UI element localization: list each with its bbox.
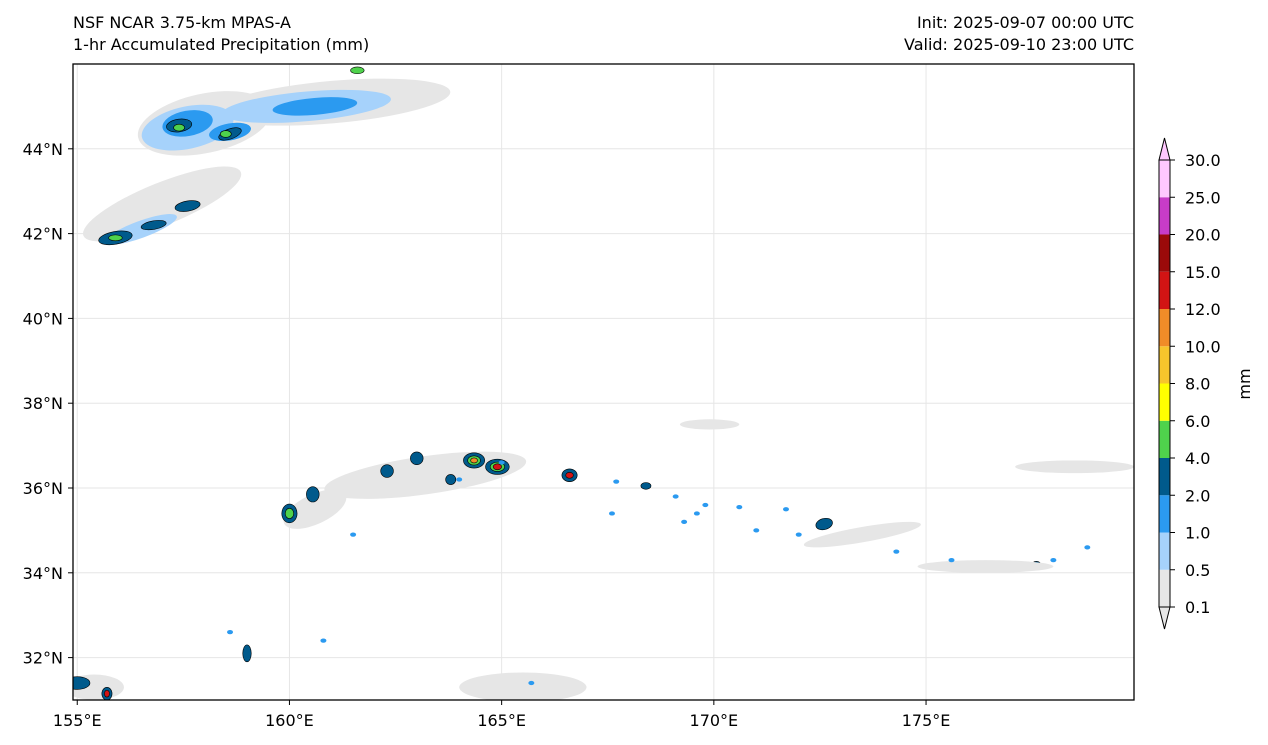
colorbar-segment: [1159, 309, 1170, 347]
lon-tick-label: 175°E: [902, 711, 951, 730]
colorbar-unit-label: mm: [1235, 368, 1254, 399]
lat-tick-label: 32°N: [23, 649, 63, 668]
precip-cell: [104, 689, 110, 698]
precip-cell: [306, 486, 320, 503]
colorbar-segment: [1159, 346, 1170, 384]
longitude-labels: 155°E 160°E 165°E 170°E 175°E: [53, 700, 950, 730]
precip-cell: [456, 477, 463, 482]
precip-cell: [242, 644, 252, 663]
colorbar-tick-label: 4.0: [1185, 449, 1210, 468]
map-plot-area: [73, 64, 1134, 700]
precip-cell: [893, 549, 900, 554]
precip-cell: [219, 130, 232, 138]
precip-cell: [459, 672, 587, 700]
colorbar-segment: [1159, 458, 1170, 496]
map-frame: [72, 63, 1135, 701]
colorbar-segment: [1159, 532, 1170, 570]
latitude-labels: 44°N 42°N 40°N 38°N 36°N 34°N 32°N: [23, 140, 73, 668]
precip-field: [73, 66, 1134, 700]
precip-cell: [565, 472, 574, 479]
precip-cell: [672, 494, 679, 499]
lat-tick-label: 34°N: [23, 564, 63, 583]
precip-cell: [227, 630, 233, 635]
precip-cell: [498, 460, 505, 465]
precip-cell: [753, 528, 760, 533]
precip-cell: [173, 123, 185, 132]
lat-tick-label: 44°N: [23, 140, 63, 159]
lon-tick-label: 155°E: [53, 711, 102, 730]
precip-cell: [681, 519, 688, 525]
colorbar-max-extend: [1158, 137, 1171, 161]
colorbar: 0.1 0.5 1.0 2.0 4.0 6.0 8.0 10.0 12.0 15.0 20.0 25.…: [1158, 137, 1221, 630]
colorbar-tick-label: 1.0: [1185, 524, 1210, 543]
colorbar-tick-label: 20.0: [1185, 226, 1221, 245]
precip-cell: [528, 680, 535, 686]
colorbar-segment: [1159, 160, 1170, 198]
colorbar-segment: [1159, 234, 1170, 272]
colorbar-tick-label: 0.5: [1185, 561, 1210, 580]
precip-cell: [783, 507, 789, 512]
colorbar-tick-label: 10.0: [1185, 337, 1221, 356]
colorbar-tick-label: 15.0: [1185, 263, 1221, 282]
lon-tick-label: 160°E: [265, 711, 314, 730]
precip-cell: [1015, 460, 1134, 474]
colorbar-tick-label: 8.0: [1185, 375, 1210, 394]
precip-cell: [917, 560, 1054, 573]
precip-cell: [803, 521, 921, 548]
colorbar-min-extend: [1158, 606, 1171, 630]
colorbar-segment: [1159, 383, 1170, 421]
precip-cell: [640, 482, 652, 490]
colorbar-tick-label: 0.1: [1185, 598, 1210, 617]
precip-cell: [679, 419, 740, 430]
precip-cell: [380, 464, 394, 478]
precip-cell: [174, 200, 201, 212]
precip-cell: [795, 532, 802, 537]
valid-time: Valid: 2025-09-10 23:00 UTC: [903, 35, 1134, 54]
lon-tick-label: 165°E: [477, 711, 526, 730]
model-title: NSF NCAR 3.75-km MPAS-A: [73, 13, 291, 32]
colorbar-tick-label: 2.0: [1185, 486, 1210, 505]
precip-cell: [350, 532, 357, 537]
precip-cell: [320, 638, 327, 643]
precip-cell: [609, 511, 615, 516]
precip-cell: [108, 234, 123, 242]
precip-cell: [445, 474, 457, 485]
colorbar-segment: [1159, 271, 1170, 309]
colorbar-segment: [1159, 420, 1170, 458]
colorbar-tick-label: 12.0: [1185, 300, 1221, 319]
lat-tick-label: 40°N: [23, 309, 63, 328]
precip-cell: [272, 97, 358, 116]
precip-cell: [1084, 545, 1091, 550]
field-title: 1-hr Accumulated Precipitation (mm): [73, 35, 370, 54]
precip-cell: [410, 451, 424, 465]
precip-cell: [350, 66, 365, 75]
lat-tick-label: 38°N: [23, 394, 63, 413]
precip-cell: [470, 457, 478, 464]
precip-cell: [283, 489, 347, 529]
precip-cell: [284, 508, 294, 519]
colorbar-segment: [1159, 495, 1170, 533]
precip-cell: [702, 502, 709, 508]
precip-cell: [83, 166, 242, 242]
colorbar-tick-label: 30.0: [1185, 151, 1221, 170]
precip-cell: [492, 463, 502, 471]
lon-tick-label: 170°E: [690, 711, 739, 730]
colorbar-tick-label: 6.0: [1185, 412, 1210, 431]
precip-cell: [1050, 557, 1057, 563]
precip-cell: [613, 479, 620, 484]
colorbar-segment: [1159, 569, 1170, 607]
precip-cell: [948, 557, 955, 563]
lat-tick-label: 36°N: [23, 479, 63, 498]
precip-cell: [736, 504, 743, 510]
colorbar-tick-label: 25.0: [1185, 188, 1221, 207]
precip-cell: [73, 676, 91, 690]
precip-cell: [693, 511, 700, 516]
precip-cell: [815, 517, 833, 531]
lat-tick-label: 42°N: [23, 225, 63, 244]
init-time: Init: 2025-09-07 00:00 UTC: [916, 13, 1134, 32]
precip-cell: [140, 220, 167, 231]
colorbar-segment: [1159, 197, 1170, 235]
